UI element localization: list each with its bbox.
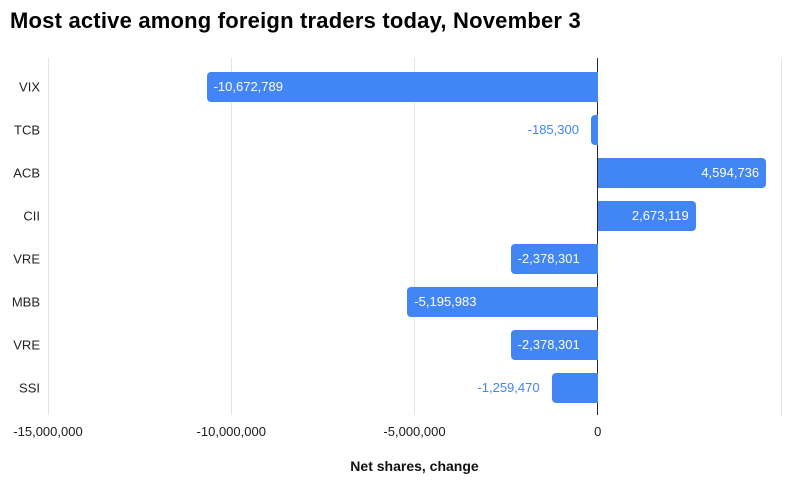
gridline bbox=[230, 58, 232, 415]
gridline bbox=[47, 58, 49, 415]
bar-value-label: -5,195,983 bbox=[414, 294, 477, 309]
category-label: VIX bbox=[19, 79, 40, 95]
bar-value-label: 4,594,736 bbox=[701, 165, 760, 180]
bar-value-label: -185,300 bbox=[527, 122, 579, 137]
bar bbox=[510, 244, 598, 274]
bar bbox=[510, 330, 598, 360]
gridline bbox=[414, 58, 415, 415]
gridline bbox=[780, 58, 782, 415]
bar-value-label: 2,673,119 bbox=[631, 208, 689, 223]
category-label: VRE bbox=[13, 337, 40, 353]
bar-value-label: -2,378,301 bbox=[517, 337, 580, 352]
bar bbox=[407, 287, 598, 317]
category-label: CII bbox=[23, 208, 40, 224]
bar-value-label: -1,259,470 bbox=[477, 380, 540, 395]
category-label: VRE bbox=[13, 251, 40, 267]
bar bbox=[590, 115, 598, 145]
bar bbox=[597, 158, 767, 188]
zero-axis-line bbox=[597, 58, 599, 415]
chart-title: Most active among foreign traders today,… bbox=[10, 8, 581, 33]
bar bbox=[551, 373, 598, 403]
category-label: ACB bbox=[13, 165, 40, 181]
x-tick-label: 0 bbox=[594, 424, 602, 439]
x-axis-title: Net shares, change bbox=[350, 458, 479, 474]
x-tick-label: -10,000,000 bbox=[196, 424, 266, 439]
bar bbox=[206, 72, 598, 102]
bar bbox=[597, 201, 696, 231]
category-label: SSI bbox=[19, 380, 40, 396]
category-label: TCB bbox=[14, 122, 40, 138]
x-tick-label: -5,000,000 bbox=[383, 424, 446, 439]
bar-value-label: -10,672,789 bbox=[213, 79, 283, 94]
category-label: MBB bbox=[11, 294, 40, 310]
bar-value-label: -2,378,301 bbox=[517, 251, 580, 266]
x-tick-label: -15,000,000 bbox=[13, 424, 83, 439]
